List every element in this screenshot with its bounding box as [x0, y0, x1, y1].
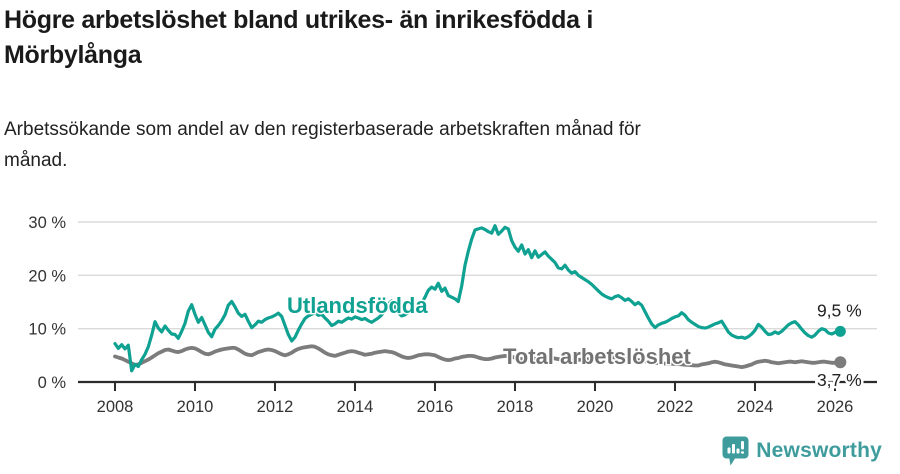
series-label-total: Total arbetslöshet	[503, 344, 692, 369]
x-axis-tick-label: 2024	[737, 398, 774, 416]
x-axis-tick-label: 2010	[177, 398, 214, 416]
chart-subtitle: Arbetssökande som andel av den registerb…	[4, 119, 641, 171]
series-end-value-total: 3,7 %	[817, 370, 862, 390]
x-axis-tick-label: 2014	[337, 398, 374, 416]
series-end-dot-utlandsfodda	[834, 325, 846, 337]
series-line-utlandsfodda	[113, 224, 840, 373]
page-title: Högre arbetslöshet bland utrikes- än inr…	[4, 6, 593, 69]
newsworthy-logo-icon	[722, 436, 749, 466]
x-axis-tick-label: 2026	[817, 398, 854, 416]
x-axis-tick-label: 2020	[577, 398, 614, 416]
x-axis-tick-label: 2012	[257, 398, 294, 416]
x-axis-tick-label: 2016	[417, 398, 454, 416]
series-end-value-utlandsfodda: 9,5 %	[817, 300, 862, 320]
y-axis-tick-label: 10 %	[28, 321, 66, 339]
newsworthy-branding: Newsworthy	[722, 434, 882, 468]
series-line-total	[113, 344, 841, 370]
series-label-utlandsfodda: Utlandsfödda	[287, 293, 428, 318]
x-axis-tick-label: 2022	[657, 398, 694, 416]
newsworthy-logo-text: Newsworthy	[756, 439, 882, 462]
y-axis-tick-label: 0 %	[38, 374, 67, 392]
x-axis-tick-label: 2008	[97, 398, 134, 416]
y-axis-tick-label: 20 %	[28, 267, 66, 285]
y-axis-tick-label: 30 %	[28, 214, 66, 232]
x-axis-tick-label: 2018	[497, 398, 534, 416]
series-end-dot-total	[834, 356, 847, 369]
